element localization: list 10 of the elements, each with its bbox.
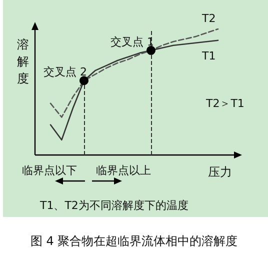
text: T1、T2为不同溶解度下的温度	[39, 199, 188, 212]
y-axis-title: 溶解度	[17, 38, 29, 86]
text: 临界点以上	[96, 164, 151, 177]
x-axis-title: 压力	[208, 165, 232, 179]
text: 图 4 聚合物在超临界流体相中的溶解度	[30, 234, 238, 248]
annotation: T2＞T1	[205, 97, 244, 110]
series-label: T1	[201, 49, 216, 62]
text: 临界点以下	[22, 164, 77, 177]
series-label: T2	[201, 12, 216, 25]
annotation: 交叉点 2	[44, 66, 87, 79]
